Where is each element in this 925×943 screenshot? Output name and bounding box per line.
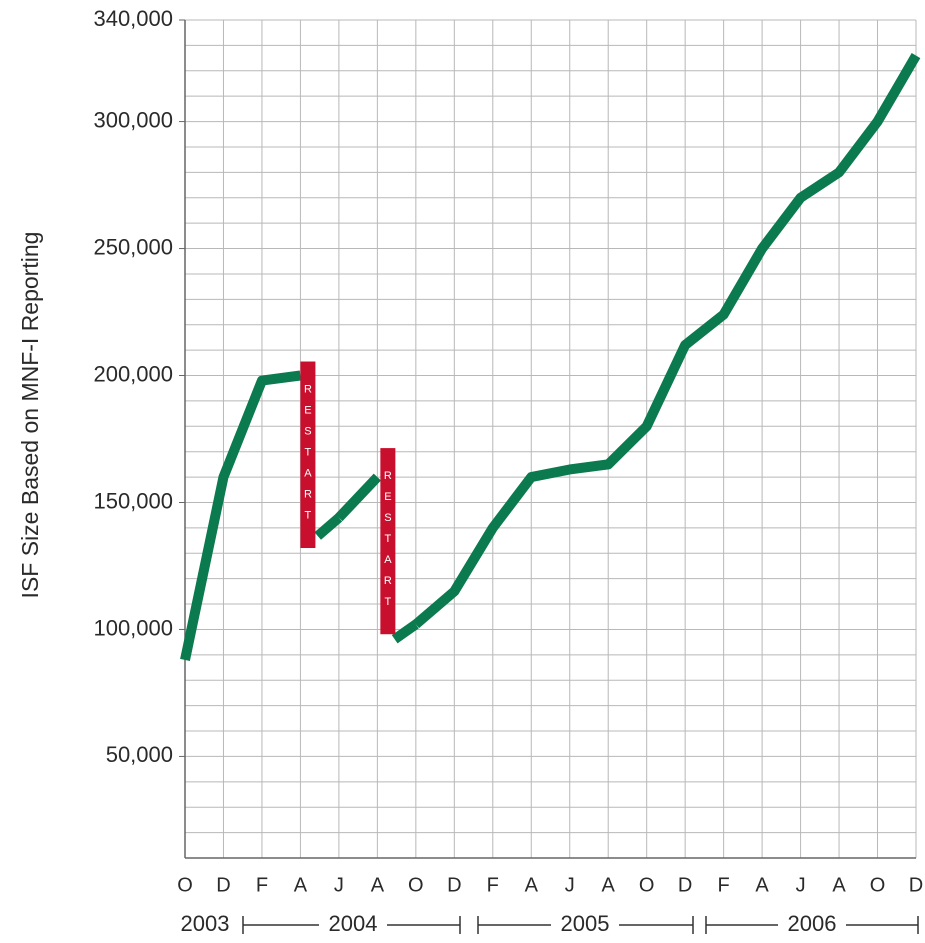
line bbox=[412, 53, 921, 629]
y-tick-label: 100,000 bbox=[93, 615, 173, 640]
x-tick-label: D bbox=[909, 874, 923, 896]
x-tick-label: A bbox=[371, 874, 385, 896]
x-tick-label: O bbox=[870, 874, 886, 896]
x-tick-label: A bbox=[832, 874, 846, 896]
y-tick-label: 340,000 bbox=[93, 6, 173, 31]
y-tick-label: 150,000 bbox=[93, 488, 173, 513]
y-axis-label: ISF Size Based on MNF-I Reporting bbox=[17, 232, 43, 599]
restart-stub bbox=[314, 513, 343, 540]
y-tick-label: 200,000 bbox=[93, 361, 173, 386]
x-tick-label: O bbox=[408, 874, 424, 896]
year-label: 2004 bbox=[329, 911, 378, 936]
restart-bar bbox=[300, 361, 316, 549]
x-tick-label: D bbox=[678, 874, 692, 896]
y-tick-label: 250,000 bbox=[93, 234, 173, 259]
restart-stub bbox=[391, 620, 419, 644]
y-tick-label: 50,000 bbox=[106, 742, 173, 767]
x-tick-label: O bbox=[177, 874, 193, 896]
x-tick-label: O bbox=[639, 874, 655, 896]
year-label: 2003 bbox=[181, 911, 230, 936]
year-label: 2006 bbox=[788, 911, 837, 936]
restart-bar bbox=[380, 448, 396, 635]
x-tick-label: D bbox=[447, 874, 461, 896]
x-tick-label: F bbox=[718, 874, 730, 896]
x-tick-label: A bbox=[525, 874, 539, 896]
x-tick-label: A bbox=[294, 874, 308, 896]
x-tick-label: A bbox=[602, 874, 616, 896]
line bbox=[180, 370, 302, 661]
line bbox=[335, 473, 381, 522]
x-tick-label: F bbox=[256, 874, 268, 896]
x-tick-label: J bbox=[565, 874, 575, 896]
x-tick-label: J bbox=[334, 874, 344, 896]
y-tick-label: 300,000 bbox=[93, 107, 173, 132]
x-tick-label: A bbox=[755, 874, 769, 896]
year-label: 2005 bbox=[561, 911, 610, 936]
x-tick-label: F bbox=[487, 874, 499, 896]
x-tick-label: D bbox=[216, 874, 230, 896]
x-tick-label: J bbox=[796, 874, 806, 896]
